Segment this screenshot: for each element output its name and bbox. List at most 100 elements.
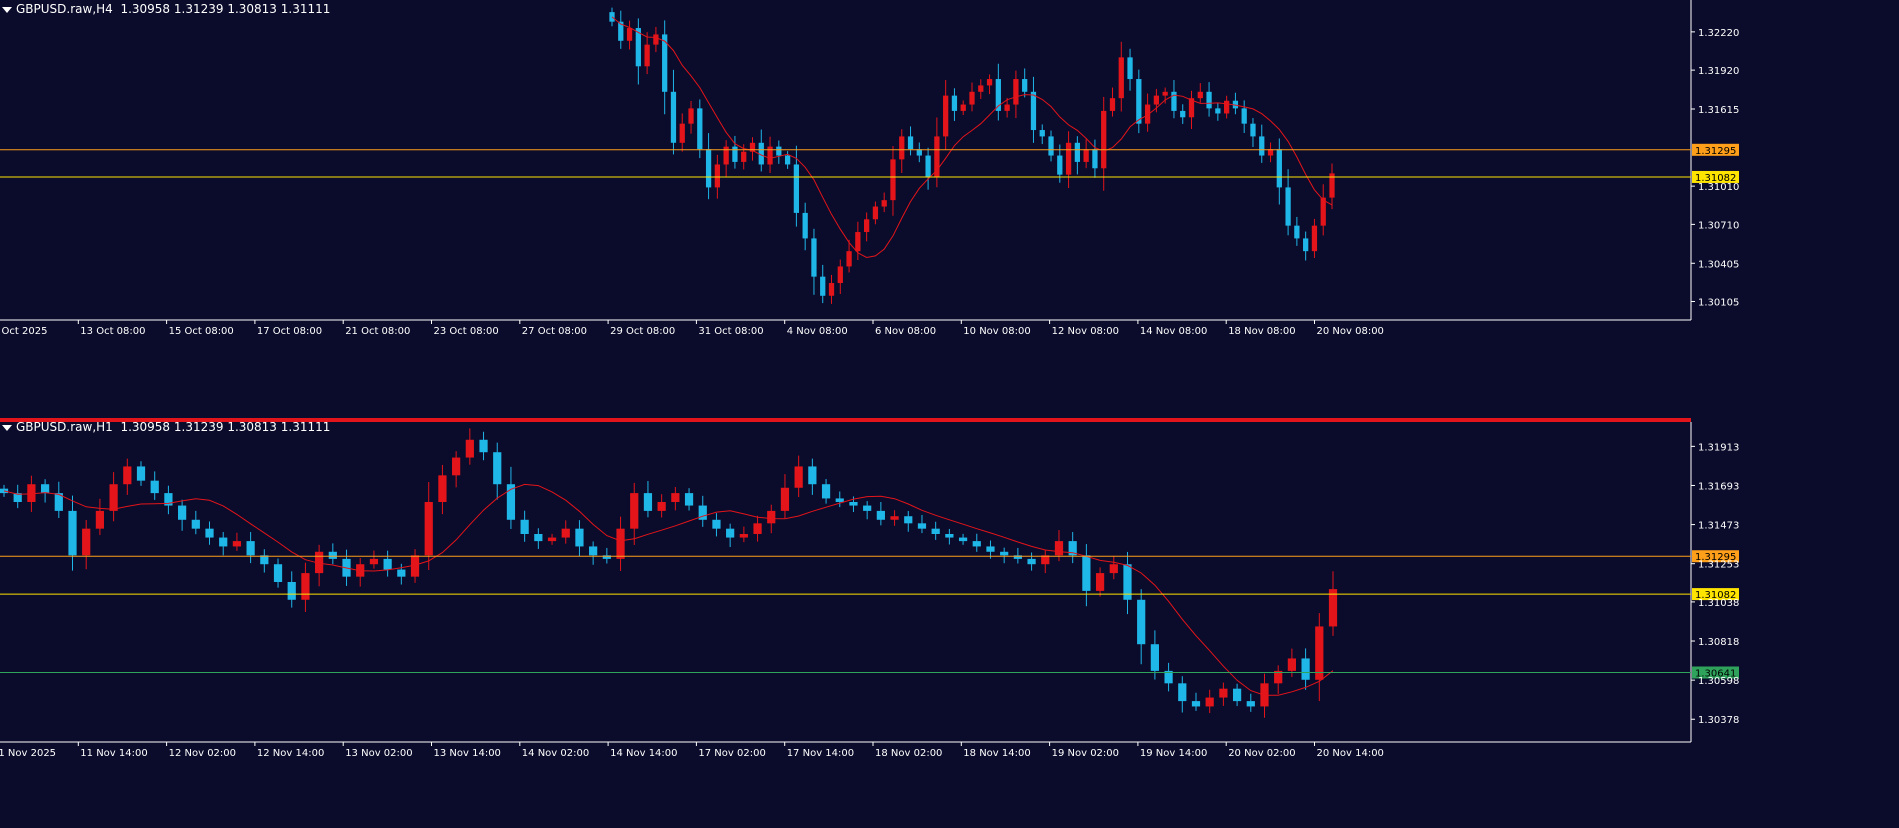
- bear-candle: [191, 519, 200, 529]
- bear-candle: [328, 551, 337, 559]
- bear-candle: [1123, 564, 1132, 600]
- bull-candle: [1188, 98, 1195, 118]
- x-tick-label: 11 Nov 2025: [0, 748, 56, 759]
- bear-candle: [635, 28, 641, 67]
- bull-candle: [630, 493, 639, 529]
- x-tick-label: 20 Nov 02:00: [1228, 748, 1295, 759]
- bear-candle: [811, 238, 817, 277]
- yellow-price-tag: [1692, 588, 1739, 601]
- bear-candle: [1048, 136, 1054, 156]
- bull-candle: [969, 91, 975, 105]
- bull-candle: [1101, 110, 1107, 169]
- bull-candle: [739, 534, 748, 538]
- bear-candle: [493, 452, 502, 485]
- bull-candle: [438, 475, 447, 502]
- y-tick-label: 1.32220: [1698, 28, 1739, 39]
- bear-candle: [820, 276, 826, 296]
- bull-candle: [1267, 149, 1274, 156]
- bull-candle: [837, 266, 843, 284]
- bear-candle: [40, 484, 50, 494]
- bear-candle: [904, 516, 913, 524]
- x-tick-label: 4 Nov 08:00: [787, 326, 848, 337]
- bear-candle: [1127, 57, 1133, 80]
- bear-candle: [1164, 670, 1173, 684]
- h1-candlestick-chart[interactable]: 1.31295 1.31082 1.30641 1.31913 1.31693 1.314…: [0, 418, 1899, 828]
- bear-candle: [534, 534, 543, 542]
- y-tick-label: 1.31913: [1698, 442, 1739, 453]
- bear-candle: [705, 149, 712, 188]
- bull-candle: [890, 159, 896, 201]
- bear-candle: [1000, 551, 1009, 556]
- bear-candle: [164, 493, 173, 506]
- bear-candle: [1022, 79, 1028, 92]
- bull-candle: [424, 502, 433, 556]
- h4-symbol: GBPUSD.raw,H4: [16, 2, 113, 16]
- bear-candle: [835, 498, 844, 502]
- x-tick-label: 31 Oct 08:00: [698, 326, 763, 337]
- x-tick-label: 12 Nov 02:00: [169, 748, 236, 759]
- h1-chart-panel[interactable]: 1.31295 1.31082 1.30641 1.31913 1.31693 1.314…: [0, 418, 1899, 828]
- bull-candle: [1320, 197, 1326, 226]
- x-tick-label: 6 Nov 08:00: [875, 326, 936, 337]
- bull-candle: [95, 510, 105, 529]
- bull-candle: [767, 146, 773, 165]
- bear-candle: [698, 505, 707, 520]
- bull-candle: [547, 537, 557, 542]
- bull-candle: [1041, 555, 1050, 565]
- bear-candle: [670, 91, 677, 143]
- collapse-triangle-icon[interactable]: [2, 424, 12, 431]
- h4-ohlc: 1.30958 1.31239 1.30813 1.31111: [120, 2, 331, 16]
- bull-candle: [626, 28, 633, 41]
- x-tick-label: 13 Nov 02:00: [345, 748, 412, 759]
- x-tick-label: 19 Nov 14:00: [1140, 748, 1207, 759]
- h4-chart-panel[interactable]: 1.31295 1.31082 1.32220 1.31920 1.31615 1.310…: [0, 0, 1899, 340]
- bear-candle: [821, 484, 831, 499]
- bull-candle: [315, 551, 324, 574]
- bull-candle: [890, 516, 899, 520]
- bear-candle: [1285, 187, 1291, 226]
- bear-candle: [931, 528, 940, 534]
- bear-candle: [958, 537, 968, 542]
- x-tick-label: 13 Oct 08:00: [80, 326, 145, 337]
- bear-candle: [246, 541, 255, 556]
- bull-candle: [1109, 564, 1118, 574]
- bull-candle: [465, 439, 474, 458]
- yellow-price-tag-label: 1.31082: [1695, 590, 1736, 601]
- bull-candle: [1224, 100, 1230, 114]
- x-tick-label: 21 Oct 08:00: [345, 326, 410, 337]
- moving-average-line: [611, 16, 1333, 259]
- bear-candle: [916, 149, 922, 156]
- collapse-triangle-icon[interactable]: [2, 6, 12, 13]
- bear-candle: [784, 155, 791, 165]
- orange-price-tag: [1692, 550, 1739, 563]
- bull-candle: [1083, 149, 1089, 162]
- bull-candle: [960, 104, 966, 111]
- bull-candle: [410, 555, 420, 577]
- y-tick-label: 1.31473: [1698, 521, 1739, 532]
- y-tick-label: 1.31010: [1698, 182, 1739, 193]
- bear-candle: [1246, 701, 1255, 707]
- bull-candle: [828, 283, 835, 296]
- bear-candle: [609, 12, 615, 22]
- bear-candle: [995, 79, 1001, 111]
- bear-candle: [1136, 79, 1142, 124]
- bull-candle: [872, 206, 879, 220]
- bull-candle: [1004, 104, 1010, 111]
- h4-candlestick-chart[interactable]: 1.31295 1.31082 1.32220 1.31920 1.31615 1.310…: [0, 0, 1899, 340]
- bear-candle: [54, 493, 63, 511]
- x-tick-label: 15 Oct 08:00: [169, 326, 234, 337]
- x-tick-label: 17 Nov 02:00: [698, 748, 765, 759]
- bull-candle: [986, 79, 993, 86]
- bear-candle: [178, 505, 187, 520]
- bull-candle: [1315, 626, 1324, 680]
- bull-candle: [864, 219, 870, 233]
- x-tick-label: 9 Oct 2025: [0, 326, 47, 337]
- bear-candle: [758, 142, 764, 165]
- bear-candle: [917, 523, 927, 529]
- bull-candle: [1205, 697, 1214, 707]
- bear-candle: [1068, 541, 1077, 556]
- bear-candle: [643, 493, 653, 511]
- bear-candle: [1259, 136, 1265, 156]
- y-tick-label: 1.30405: [1698, 259, 1739, 270]
- orange-price-tag: [1692, 143, 1739, 156]
